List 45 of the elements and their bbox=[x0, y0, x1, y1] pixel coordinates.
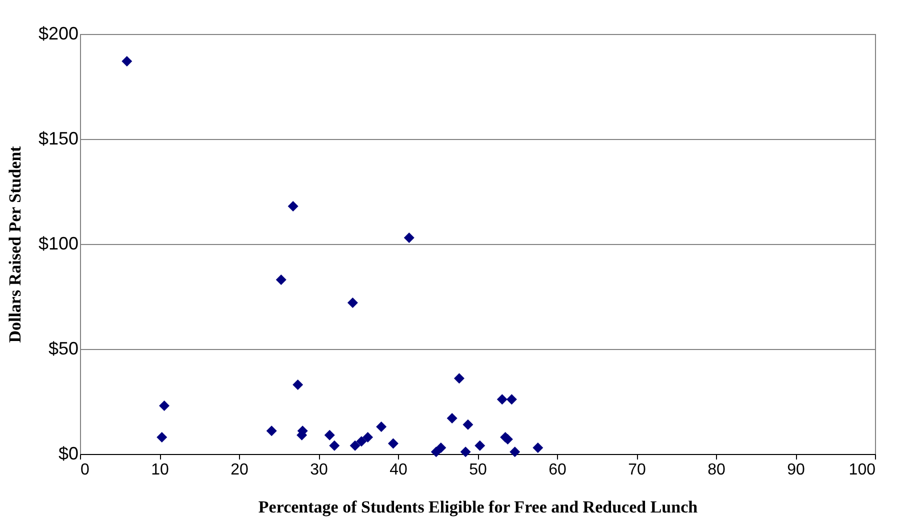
y-axis-title: Dollars Raised Per Student bbox=[5, 146, 24, 343]
point bbox=[446, 413, 458, 424]
point bbox=[122, 56, 132, 67]
point bbox=[462, 419, 474, 430]
x-tick-label: 0 bbox=[80, 462, 90, 478]
x-tick-label: 20 bbox=[230, 462, 248, 478]
y-tick-label: $50 bbox=[48, 338, 78, 358]
y-tick-label: $0 bbox=[58, 444, 78, 464]
x-tick-label: 90 bbox=[787, 462, 805, 478]
point bbox=[288, 200, 298, 212]
point bbox=[454, 373, 464, 384]
point bbox=[436, 442, 446, 453]
point bbox=[350, 440, 360, 451]
point bbox=[292, 379, 304, 390]
point bbox=[506, 394, 517, 405]
point bbox=[474, 440, 486, 451]
y-tick-label: $150 bbox=[38, 128, 78, 148]
x-tick-label: 100 bbox=[848, 462, 876, 478]
point bbox=[496, 394, 508, 405]
point bbox=[532, 442, 544, 453]
point bbox=[276, 274, 286, 285]
point bbox=[404, 232, 414, 243]
point bbox=[159, 400, 170, 411]
x-tick-label: 60 bbox=[548, 462, 566, 478]
point bbox=[266, 426, 277, 436]
x-tick-label: 40 bbox=[390, 462, 408, 478]
point bbox=[376, 421, 387, 432]
point bbox=[510, 446, 520, 458]
point bbox=[388, 438, 398, 449]
x-tick-label: 70 bbox=[628, 462, 646, 478]
x-axis-title: Percentage of Students Eligible for Free and Reduced Lunch bbox=[258, 498, 698, 516]
x-tick-label: 80 bbox=[708, 462, 726, 478]
point bbox=[156, 432, 168, 442]
point bbox=[329, 440, 340, 451]
point bbox=[362, 432, 374, 442]
x-tick-label: 50 bbox=[469, 462, 487, 478]
point bbox=[502, 434, 513, 445]
x-tick-label: 10 bbox=[151, 462, 169, 478]
point bbox=[356, 436, 367, 447]
x-tick-label: 30 bbox=[310, 462, 328, 478]
point bbox=[460, 446, 471, 458]
point bbox=[347, 298, 358, 308]
y-tick-label: $100 bbox=[38, 234, 78, 254]
point bbox=[324, 430, 335, 440]
y-tick-label: $200 bbox=[38, 24, 78, 44]
